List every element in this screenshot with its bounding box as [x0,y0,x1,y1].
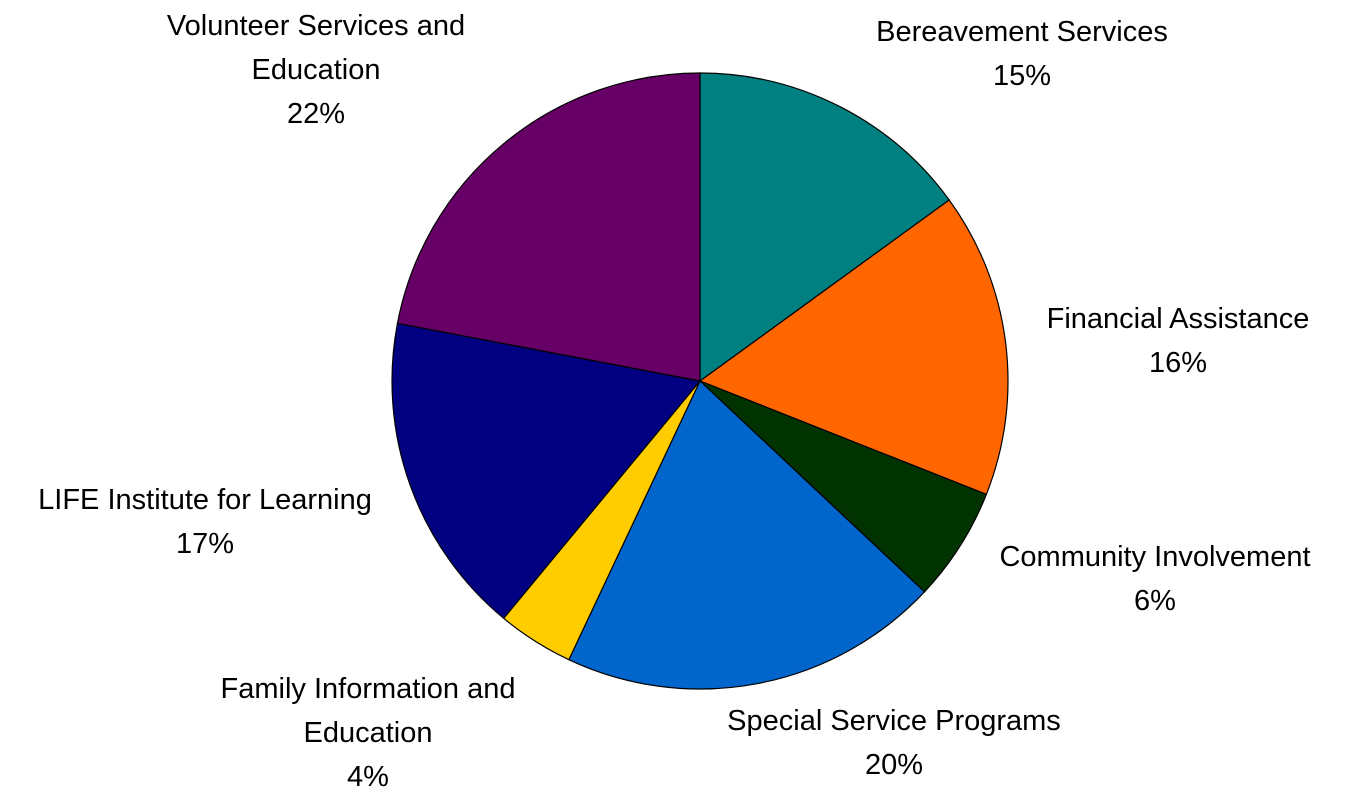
pie-slice-financial-assistance [698,199,1009,496]
label-community-involvement-name: Community Involvement [999,541,1310,573]
label-volunteer-services-line1: Volunteer Services and [167,10,465,42]
label-financial-assistance-name: Financial Assistance [1047,303,1310,335]
label-special-service-programs-name: Special Service Programs [727,705,1061,737]
pie-slice-bereavement-services [699,72,951,383]
label-special-service-programs: Special Service Programs 20% [727,705,1061,781]
label-life-institute-pct: 17% [176,528,234,560]
label-bereavement-services-name: Bereavement Services [876,16,1168,48]
label-family-information-line2: Education [304,717,433,749]
label-community-involvement-pct: 6% [1134,585,1176,617]
label-volunteer-services-and-education: Volunteer Services and Education 22% [167,10,465,130]
pie-slice-volunteer-services-and-education [396,72,701,382]
pie-slices [391,72,1009,690]
pie-slice-special-service-programs [568,379,926,690]
label-volunteer-services-line2: Education [252,54,381,86]
label-family-information-line1: Family Information and [221,673,516,705]
label-life-institute-name: LIFE Institute for Learning [38,484,372,516]
label-bereavement-services: Bereavement Services 15% [876,16,1168,92]
label-family-information-pct: 4% [347,761,389,793]
label-family-information-and-education: Family Information and Education 4% [221,673,516,793]
label-volunteer-services-pct: 22% [287,98,345,130]
label-life-institute-for-learning: LIFE Institute for Learning 17% [38,484,372,560]
pie-slice-life-institute-for-learning [391,322,702,620]
label-community-involvement: Community Involvement 6% [999,541,1310,617]
label-special-service-programs-pct: 20% [865,749,923,781]
label-bereavement-services-pct: 15% [993,60,1051,92]
label-financial-assistance: Financial Assistance 16% [1047,303,1310,379]
label-financial-assistance-pct: 16% [1149,347,1207,379]
